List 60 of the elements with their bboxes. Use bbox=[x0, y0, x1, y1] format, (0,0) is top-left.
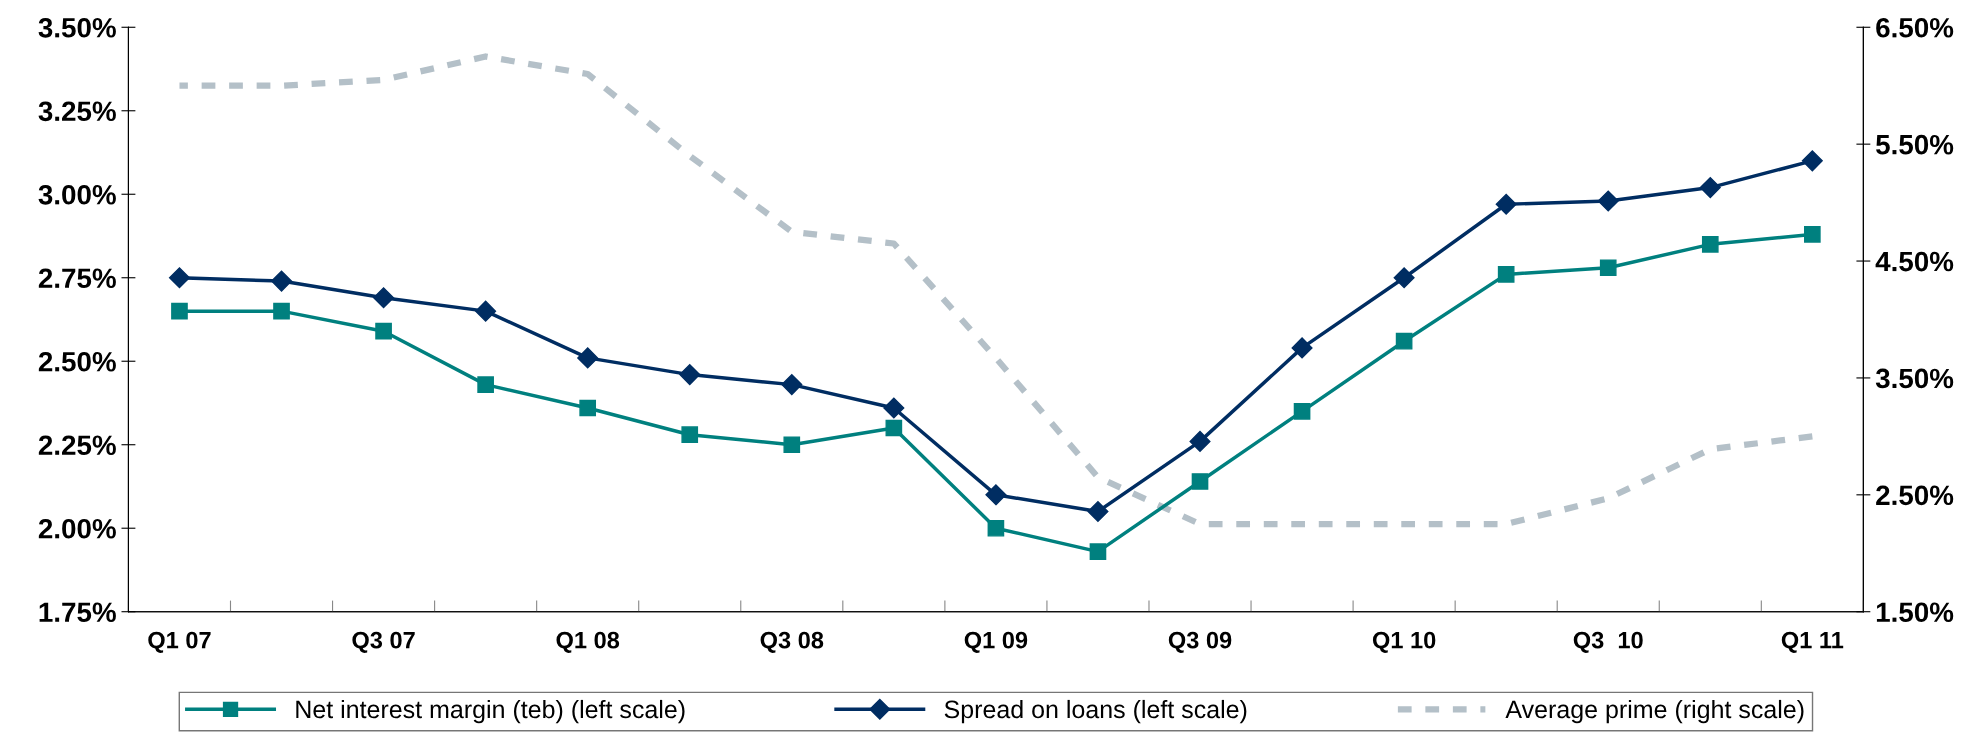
x-tick-label: Q1 07 bbox=[148, 631, 211, 653]
point bbox=[168, 267, 190, 289]
point bbox=[1087, 501, 1109, 523]
point bbox=[1597, 190, 1619, 212]
x-tick-label: Q3 08 bbox=[760, 631, 824, 653]
point bbox=[1804, 225, 1821, 243]
legend-label: Average prime (right scale) bbox=[1505, 699, 1804, 724]
point bbox=[1291, 337, 1313, 359]
x-tick-label: Q1 11 bbox=[1781, 631, 1844, 653]
point bbox=[579, 399, 597, 417]
point bbox=[883, 397, 905, 419]
point bbox=[681, 426, 699, 444]
x-tick-label: Q1 09 bbox=[964, 631, 1028, 653]
point bbox=[1393, 267, 1415, 289]
point bbox=[1395, 332, 1413, 350]
legend-label: Net interest margin (teb) (left scale) bbox=[296, 699, 685, 724]
y-tick-label: 2.25% bbox=[38, 435, 116, 456]
x-tick-label: Q3 10 bbox=[1573, 631, 1643, 653]
y-tick-label: 2.75% bbox=[38, 268, 116, 289]
x-tick-label: Q3 09 bbox=[1168, 631, 1232, 653]
point bbox=[271, 270, 293, 292]
point bbox=[171, 302, 188, 320]
point bbox=[781, 374, 803, 396]
legend-label: Spread on loans (left scale) bbox=[944, 699, 1247, 724]
point bbox=[1497, 266, 1515, 283]
point bbox=[273, 302, 290, 320]
x-tick-label: Q1 08 bbox=[556, 631, 620, 653]
point bbox=[1599, 259, 1617, 277]
y-tick-label: 3.00% bbox=[38, 184, 116, 205]
point bbox=[577, 347, 599, 369]
point bbox=[783, 436, 801, 454]
point bbox=[679, 364, 701, 386]
point bbox=[1189, 430, 1211, 452]
y2-tick-label: 2.50% bbox=[1876, 485, 1954, 506]
x-tick-label: Q1 10 bbox=[1372, 631, 1436, 653]
point bbox=[375, 322, 392, 340]
y2-tick-label: 3.50% bbox=[1875, 368, 1954, 389]
point bbox=[1089, 543, 1107, 560]
y2-tick-label: 4.50% bbox=[1875, 251, 1954, 272]
point bbox=[1293, 402, 1311, 420]
x-tick-label: Q3 07 bbox=[352, 631, 415, 653]
point bbox=[987, 519, 1005, 537]
point bbox=[477, 376, 494, 393]
y-tick-label: 2.50% bbox=[38, 351, 116, 372]
point bbox=[1801, 150, 1823, 172]
point bbox=[885, 419, 903, 437]
y-tick-label: 2.00% bbox=[38, 518, 116, 539]
y-tick-label: 1.75% bbox=[39, 602, 116, 623]
y2-tick-label: 1.50% bbox=[1876, 602, 1954, 623]
y-tick-label: 3.50% bbox=[38, 17, 116, 38]
y-tick-label: 3.25% bbox=[38, 101, 116, 122]
point bbox=[1191, 473, 1209, 490]
point bbox=[475, 300, 497, 322]
y2-tick-label: 6.50% bbox=[1876, 17, 1954, 38]
point bbox=[1701, 236, 1719, 253]
point bbox=[1495, 193, 1517, 215]
y2-tick-label: 5.50% bbox=[1876, 134, 1954, 155]
point bbox=[985, 484, 1007, 506]
point bbox=[1699, 177, 1721, 199]
point bbox=[373, 287, 395, 309]
